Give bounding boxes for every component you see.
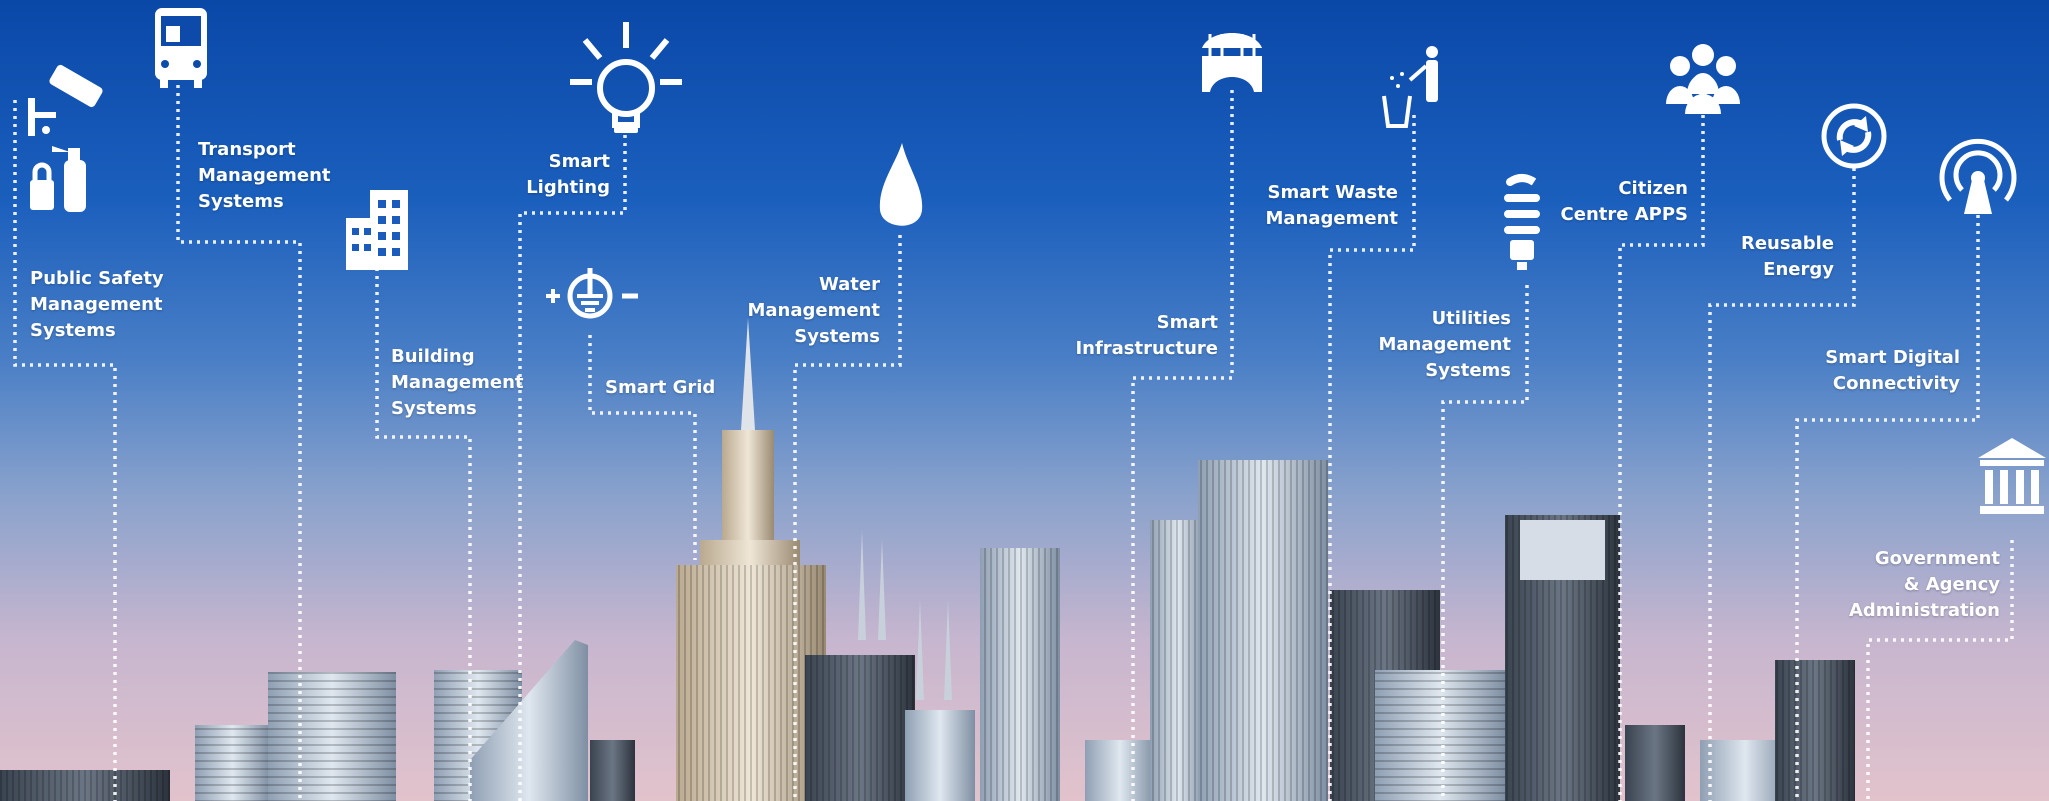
connector-grid <box>588 335 697 560</box>
connector-citizen <box>1618 115 1705 801</box>
people-group-icon <box>1666 44 1740 114</box>
bridge-icon <box>1202 33 1262 92</box>
label-public-safety: Public Safety Management Systems <box>30 268 164 341</box>
bus-icon <box>155 8 207 88</box>
cctv-camera-icon <box>28 64 103 136</box>
water-drop-icon <box>879 143 923 226</box>
padlock-icon <box>30 162 54 210</box>
connector-transport <box>176 85 302 801</box>
light-bulb-icon <box>570 22 682 133</box>
energy-saving-bulb-icon <box>1504 174 1540 270</box>
fire-extinguisher-icon <box>52 146 86 212</box>
connector-public-safety <box>13 100 117 801</box>
connector-digital <box>1795 215 1980 801</box>
waste-bin-person-icon <box>1382 46 1438 128</box>
connector-government <box>1866 540 2014 801</box>
office-building-icon <box>346 190 408 270</box>
label-utilities: Utilities Management Systems <box>1378 308 1512 381</box>
connector-infrastructure <box>1131 90 1234 801</box>
wireless-tower-icon <box>1939 138 2017 214</box>
recycle-arrows-icon <box>1821 103 1887 169</box>
label-digital: Smart Digital Connectivity <box>1825 347 1960 394</box>
connector-lighting <box>518 135 627 801</box>
connector-water <box>793 235 902 801</box>
label-citizen: Citizen Centre APPS <box>1560 178 1688 225</box>
label-infrastructure: Smart Infrastructure <box>1075 312 1218 359</box>
label-grid: Smart Grid <box>605 377 716 398</box>
connector-waste <box>1328 115 1416 801</box>
label-water: Water Management Systems <box>747 274 881 347</box>
label-waste: Smart Waste Management <box>1265 182 1399 229</box>
grounding-plug-icon <box>546 268 638 319</box>
label-lighting: Smart Lighting <box>526 151 610 198</box>
label-energy: Reusable Energy <box>1740 233 1834 280</box>
connector-utilities <box>1441 285 1529 801</box>
label-transport: Transport Management Systems <box>198 139 331 212</box>
connector-energy <box>1708 168 1856 801</box>
label-building: Building Management Systems <box>391 346 524 419</box>
government-building-icon <box>1978 438 2046 514</box>
label-government: Government & Agency Administration <box>1848 548 2000 621</box>
